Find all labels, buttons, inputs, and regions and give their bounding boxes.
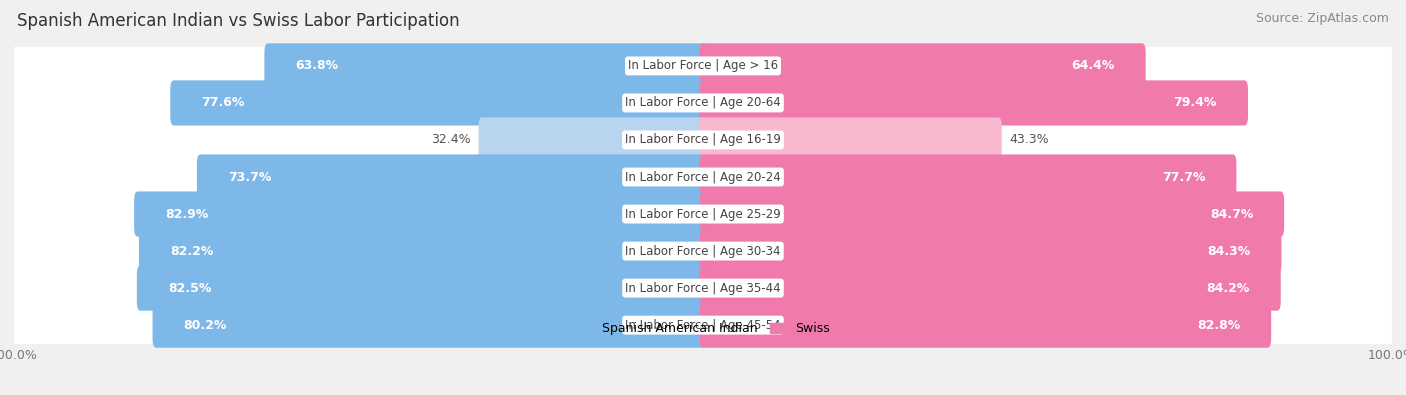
FancyBboxPatch shape (14, 223, 1392, 279)
Text: 82.2%: 82.2% (170, 245, 214, 258)
FancyBboxPatch shape (700, 265, 1281, 311)
FancyBboxPatch shape (136, 265, 706, 311)
Text: 73.7%: 73.7% (228, 171, 271, 184)
Text: 82.9%: 82.9% (165, 207, 208, 220)
FancyBboxPatch shape (700, 228, 1281, 274)
FancyBboxPatch shape (14, 260, 1392, 316)
Text: 32.4%: 32.4% (432, 134, 471, 147)
Text: 84.7%: 84.7% (1209, 207, 1253, 220)
Text: Spanish American Indian vs Swiss Labor Participation: Spanish American Indian vs Swiss Labor P… (17, 12, 460, 30)
FancyBboxPatch shape (478, 117, 706, 163)
Text: 64.4%: 64.4% (1071, 59, 1115, 72)
Text: In Labor Force | Age 30-34: In Labor Force | Age 30-34 (626, 245, 780, 258)
FancyBboxPatch shape (14, 112, 1392, 168)
FancyBboxPatch shape (14, 186, 1392, 242)
Text: 77.6%: 77.6% (201, 96, 245, 109)
FancyBboxPatch shape (700, 117, 1001, 163)
FancyBboxPatch shape (700, 154, 1236, 199)
Legend: Spanish American Indian, Swiss: Spanish American Indian, Swiss (572, 317, 834, 340)
Text: 77.7%: 77.7% (1161, 171, 1205, 184)
FancyBboxPatch shape (134, 192, 706, 237)
Text: In Labor Force | Age 16-19: In Labor Force | Age 16-19 (626, 134, 780, 147)
Text: 82.8%: 82.8% (1197, 319, 1240, 332)
FancyBboxPatch shape (14, 149, 1392, 205)
FancyBboxPatch shape (700, 303, 1271, 348)
FancyBboxPatch shape (152, 303, 706, 348)
FancyBboxPatch shape (14, 75, 1392, 131)
Text: In Labor Force | Age 35-44: In Labor Force | Age 35-44 (626, 282, 780, 295)
Text: 84.2%: 84.2% (1206, 282, 1250, 295)
FancyBboxPatch shape (700, 192, 1284, 237)
FancyBboxPatch shape (700, 43, 1146, 88)
Text: 63.8%: 63.8% (295, 59, 339, 72)
FancyBboxPatch shape (139, 228, 706, 274)
FancyBboxPatch shape (264, 43, 706, 88)
Text: Source: ZipAtlas.com: Source: ZipAtlas.com (1256, 12, 1389, 25)
Text: 84.3%: 84.3% (1208, 245, 1250, 258)
Text: In Labor Force | Age 25-29: In Labor Force | Age 25-29 (626, 207, 780, 220)
Text: In Labor Force | Age 20-24: In Labor Force | Age 20-24 (626, 171, 780, 184)
FancyBboxPatch shape (197, 154, 706, 199)
FancyBboxPatch shape (14, 38, 1392, 94)
FancyBboxPatch shape (700, 80, 1249, 126)
Text: In Labor Force | Age > 16: In Labor Force | Age > 16 (628, 59, 778, 72)
Text: 43.3%: 43.3% (1010, 134, 1049, 147)
Text: In Labor Force | Age 45-54: In Labor Force | Age 45-54 (626, 319, 780, 332)
Text: 79.4%: 79.4% (1174, 96, 1218, 109)
Text: 80.2%: 80.2% (184, 319, 226, 332)
Text: In Labor Force | Age 20-64: In Labor Force | Age 20-64 (626, 96, 780, 109)
FancyBboxPatch shape (170, 80, 706, 126)
FancyBboxPatch shape (14, 297, 1392, 353)
Text: 82.5%: 82.5% (167, 282, 211, 295)
